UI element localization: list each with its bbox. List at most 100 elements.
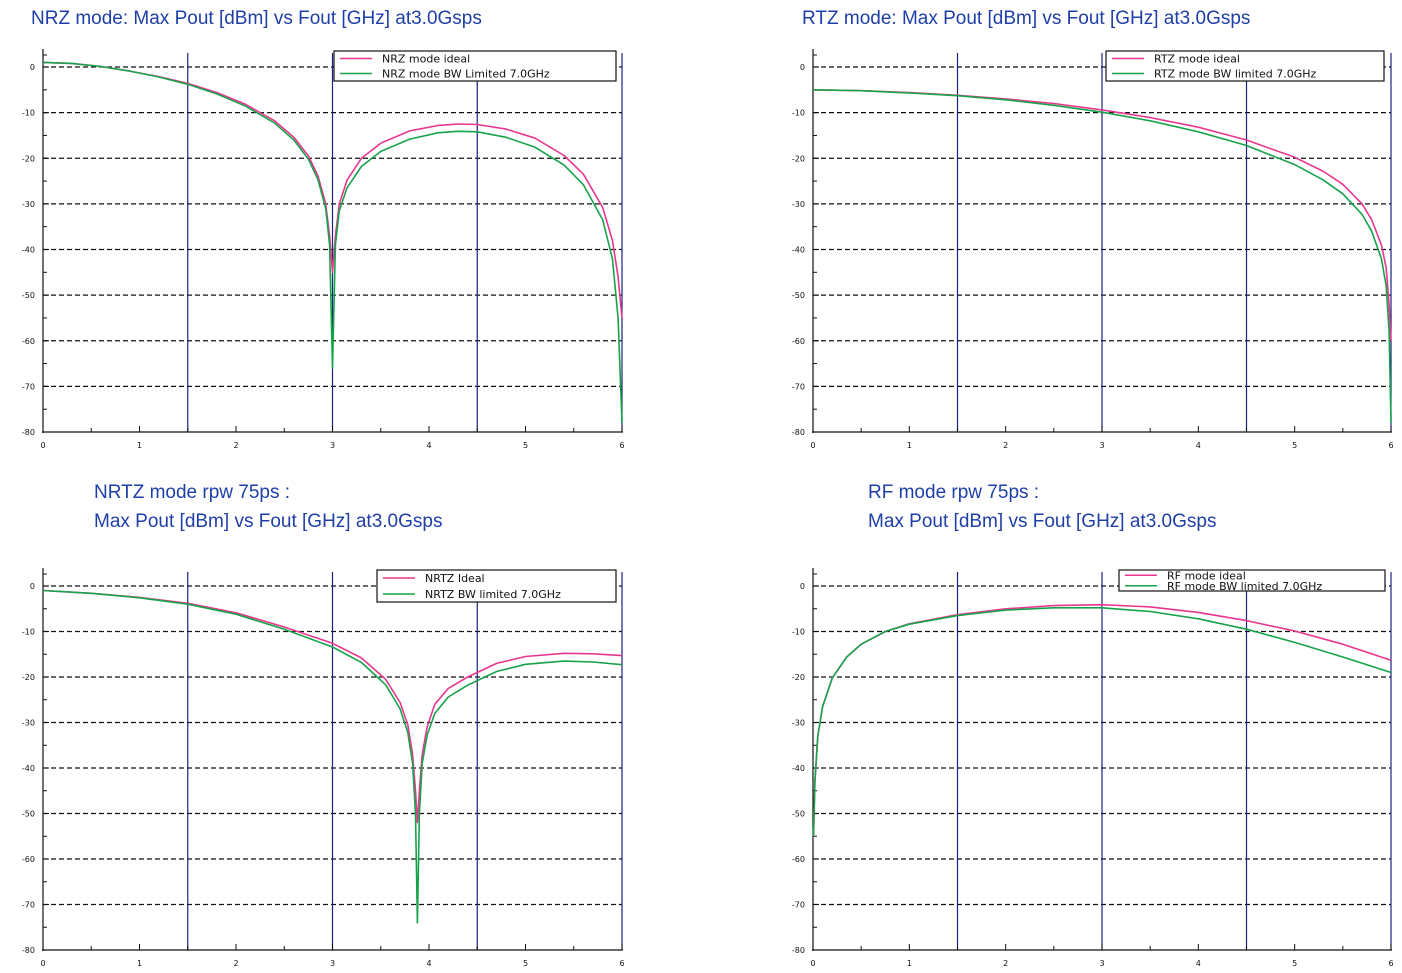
y-tick-label: 0 (800, 63, 805, 72)
y-tick-label: -70 (792, 901, 805, 910)
y-tick-label: -10 (792, 628, 805, 637)
x-tick-label: 3 (1099, 441, 1104, 450)
x-tick-label: 2 (1003, 959, 1008, 968)
legend: NRZ mode ideal NRZ mode BW Limited 7.0GHz (333, 50, 617, 82)
y-tick-label: -20 (792, 673, 805, 682)
x-tick-label: 4 (1196, 959, 1201, 968)
chart-title-line-1: RF mode rpw 75ps : (868, 482, 1040, 503)
y-tick-label: -10 (792, 109, 805, 118)
chart-title-line: RTZ mode: Max Pout [dBm] vs Fout [GHz] a… (802, 8, 1251, 29)
y-tick-label: -40 (792, 764, 805, 773)
x-tick-label: 5 (523, 441, 528, 450)
x-tick-label: 1 (907, 959, 912, 968)
y-tick-label: -40 (22, 764, 35, 773)
chart-plot-rtz: 0 -10 -20 -30 -40 -50 -60 -70 -80 0 1 2 3 4 5 6 RTZ mode… (792, 49, 1394, 450)
y-tick-label: -40 (792, 246, 805, 255)
legend: NRTZ Ideal NRTZ BW limited 7.0GHz (376, 569, 617, 603)
y-tick-label: -10 (22, 628, 35, 637)
legend-label: NRZ mode ideal (382, 53, 470, 66)
legend-label: RTZ mode ideal (1154, 53, 1240, 66)
y-tick-label: -30 (792, 719, 805, 728)
legend-label: RTZ mode BW limited 7.0GHz (1154, 68, 1317, 81)
y-tick-label: -60 (22, 337, 35, 346)
y-tick-label: -80 (22, 946, 35, 955)
series-line (812, 606, 1392, 837)
legend-box (333, 50, 617, 82)
x-tick-label: 6 (619, 441, 624, 450)
series-line (812, 89, 1392, 423)
y-tick-label: -70 (22, 901, 35, 910)
x-tick-label: 4 (426, 441, 431, 450)
x-tick-label: 6 (1388, 959, 1393, 968)
chart-title-nrtz: NRTZ mode rpw 75ps : Max Pout [dBm] vs F… (94, 478, 442, 536)
y-tick-label: -80 (792, 946, 805, 955)
y-tick-label: -60 (792, 855, 805, 864)
x-tick-label: 1 (137, 959, 142, 968)
legend: RTZ mode ideal RTZ mode BW limited 7.0GHz (1105, 50, 1385, 82)
x-tick-label: 0 (810, 959, 815, 968)
y-tick-label: -20 (22, 673, 35, 682)
x-tick-label: 1 (137, 441, 142, 450)
y-tick-label: -80 (22, 428, 35, 437)
x-tick-label: 5 (1292, 441, 1297, 450)
chart-title-nrz: NRZ mode: Max Pout [dBm] vs Fout [GHz] a… (31, 4, 482, 33)
x-tick-label: 6 (619, 959, 624, 968)
legend-label: NRTZ Ideal (425, 572, 485, 585)
chart-title-line-2: Max Pout [dBm] vs Fout [GHz] at3.0Gsps (94, 511, 443, 532)
series-line (42, 61, 623, 318)
legend-box (1118, 569, 1386, 592)
y-tick-label: -50 (792, 291, 805, 300)
chart-title-rtz: RTZ mode: Max Pout [dBm] vs Fout [GHz] a… (802, 4, 1250, 33)
y-tick-label: -70 (792, 382, 805, 391)
x-tick-label: 2 (233, 441, 238, 450)
y-tick-label: -50 (792, 810, 805, 819)
chart-plot-nrz: 0 -10 -20 -30 -40 -50 -60 -70 -80 0 1 2 3 4 5 6 NRZ mode… (22, 49, 625, 450)
x-tick-label: 4 (426, 959, 431, 968)
x-tick-label: 4 (1196, 441, 1201, 450)
legend-label: RF mode ideal (1167, 569, 1246, 582)
chart-title-line-1: NRTZ mode rpw 75ps : (94, 482, 291, 503)
y-tick-label: -60 (792, 337, 805, 346)
series-line (42, 61, 623, 423)
x-tick-label: 0 (40, 441, 45, 450)
x-tick-label: 5 (523, 959, 528, 968)
y-tick-label: 0 (30, 582, 35, 591)
y-tick-label: 0 (800, 582, 805, 591)
x-tick-label: 3 (330, 441, 335, 450)
series-line (42, 589, 623, 824)
legend-label: NRZ mode BW Limited 7.0GHz (382, 68, 550, 81)
y-tick-label: -30 (22, 719, 35, 728)
y-tick-label: -80 (792, 428, 805, 437)
legend-box (376, 569, 617, 603)
legend-label: NRTZ BW limited 7.0GHz (425, 588, 561, 601)
y-tick-label: 0 (30, 63, 35, 72)
chart-title-line-2: Max Pout [dBm] vs Fout [GHz] at3.0Gsps (868, 511, 1217, 532)
legend-label: RF mode BW limited 7.0GHz (1167, 580, 1322, 593)
x-tick-label: 2 (1003, 441, 1008, 450)
x-tick-label: 0 (810, 441, 815, 450)
chart-plot-nrtz: 0 -10 -20 -30 -40 -50 -60 -70 -80 0 1 2 3 4 5 6 NRTZ Ide… (22, 568, 625, 968)
x-tick-label: 3 (1099, 959, 1104, 968)
x-tick-label: 6 (1388, 441, 1393, 450)
chart-title-line: NRZ mode: Max Pout [dBm] vs Fout [GHz] a… (31, 8, 482, 29)
x-tick-label: 0 (40, 959, 45, 968)
y-tick-label: -50 (22, 810, 35, 819)
y-tick-label: -50 (22, 291, 35, 300)
series-line (42, 589, 623, 924)
x-tick-label: 1 (907, 441, 912, 450)
y-tick-label: -70 (22, 382, 35, 391)
y-tick-label: -20 (792, 154, 805, 163)
x-tick-label: 2 (233, 959, 238, 968)
chart-title-rf: RF mode rpw 75ps : Max Pout [dBm] vs Fou… (868, 478, 1216, 536)
y-tick-label: -30 (22, 200, 35, 209)
y-tick-label: -60 (22, 855, 35, 864)
x-tick-label: 5 (1292, 959, 1297, 968)
y-tick-label: -30 (792, 200, 805, 209)
y-tick-label: -10 (22, 109, 35, 118)
y-tick-label: -20 (22, 154, 35, 163)
y-tick-label: -40 (22, 246, 35, 255)
x-tick-label: 3 (330, 959, 335, 968)
legend-box (1105, 50, 1385, 82)
